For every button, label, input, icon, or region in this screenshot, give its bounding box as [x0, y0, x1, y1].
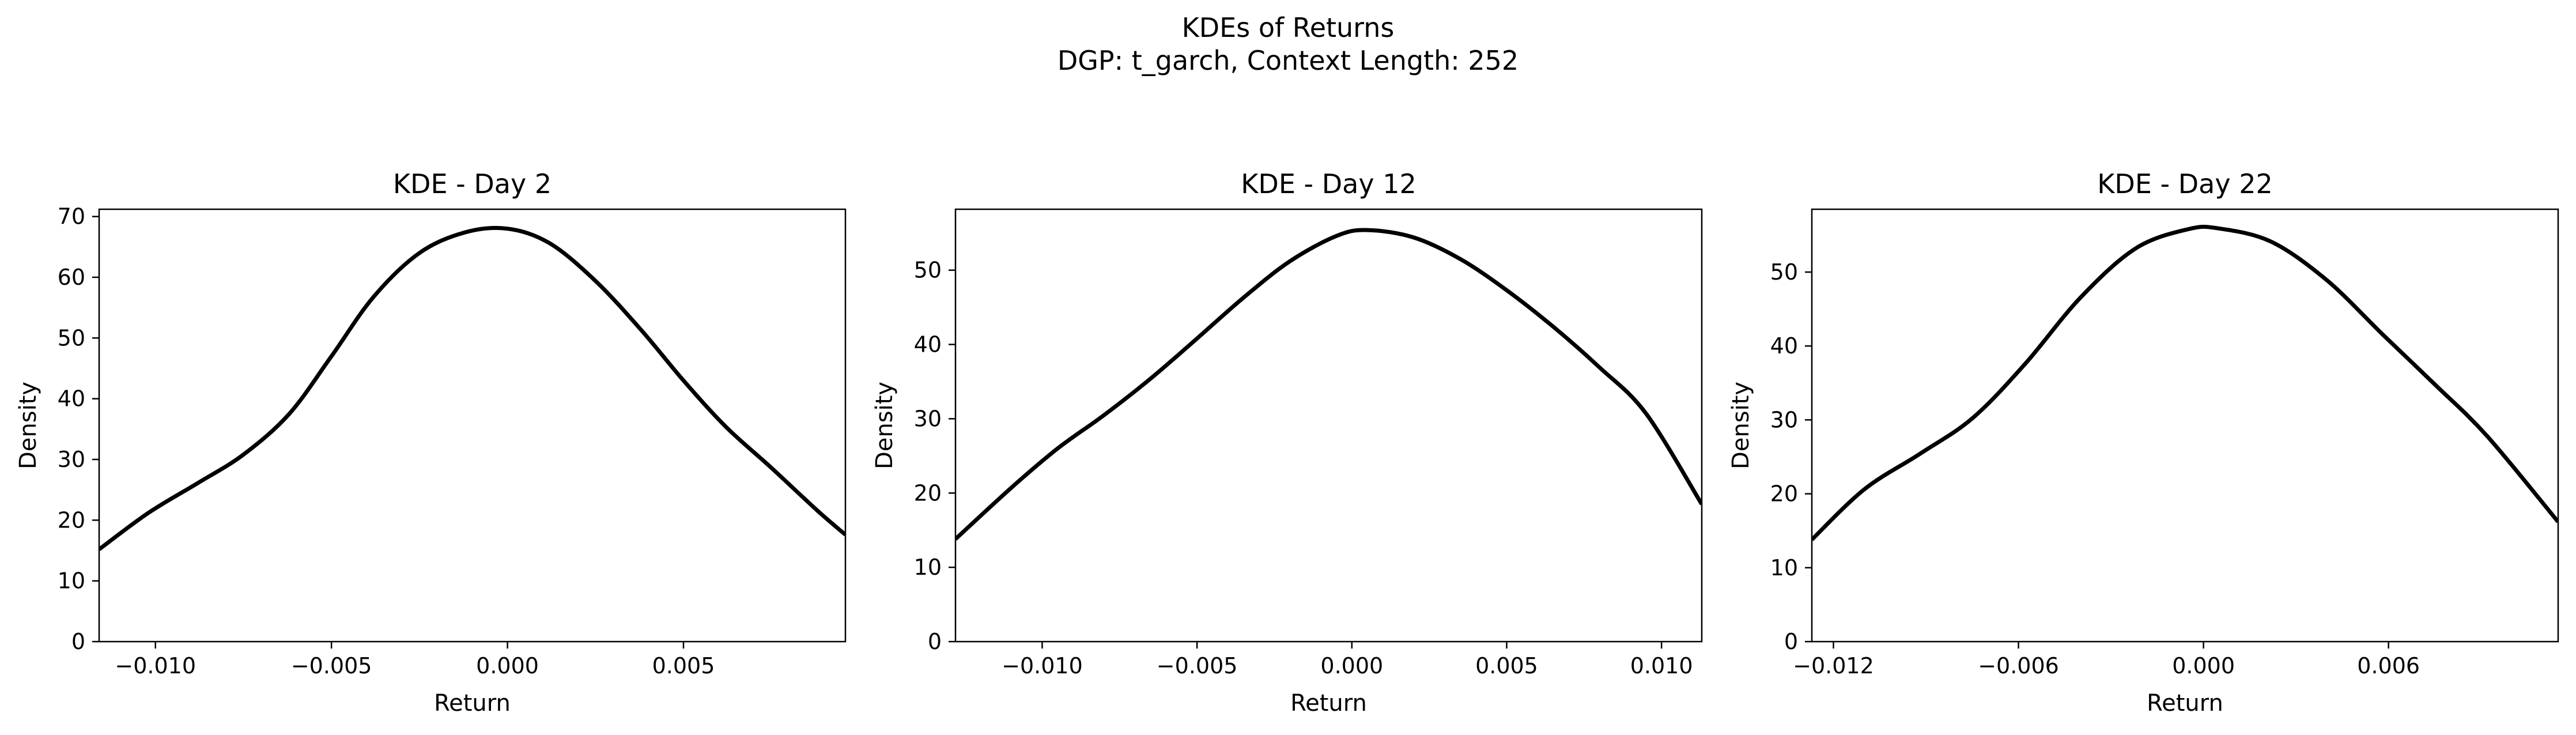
- x-tick-label: 0.000: [1320, 653, 1383, 679]
- x-tick-label: 0.000: [2172, 653, 2235, 679]
- panel-title: KDE - Day 2: [393, 168, 552, 199]
- y-tick-label: 0: [71, 629, 85, 654]
- y-tick-label: 60: [58, 265, 85, 290]
- y-tick-label: 40: [58, 386, 85, 412]
- x-tick-label: 0.005: [1475, 653, 1538, 679]
- x-tick-label: 0.006: [2357, 653, 2420, 679]
- panel-3: −0.012 −0.006 0.000 0.006 0 10 20 30 40 50 KDE - D…: [1728, 168, 2559, 717]
- y-axis-label: Density: [1728, 382, 1754, 469]
- figure-title: KDEs of Returns: [1182, 12, 1395, 43]
- axes-frame: [1811, 208, 2559, 643]
- kde-line-3: [1812, 224, 2558, 541]
- y-tick-label: 10: [58, 568, 85, 594]
- y-tick-label: 0: [1784, 629, 1798, 654]
- y-tick-label: 20: [58, 507, 85, 533]
- panel-1: −0.010 −0.005 0.000 0.005 0 10 20 30 40 50 60 70 KDE…: [15, 168, 847, 717]
- y-tick-label: 20: [914, 480, 942, 506]
- chart-panels: −0.010 −0.005 0.000 0.005 0 10 20 30 40 50 60 70 KDE…: [15, 168, 2559, 717]
- y-tick-label: 50: [914, 258, 942, 283]
- y-tick-label: 0: [928, 629, 942, 654]
- kde-line-2: [955, 228, 1702, 541]
- x-tick-label: 0.005: [652, 653, 715, 679]
- y-tick-label: 50: [1770, 259, 1798, 285]
- x-axis-label: Return: [1290, 690, 1367, 717]
- y-tick-label: 10: [1770, 555, 1798, 581]
- x-tick-label: −0.012: [1793, 653, 1874, 679]
- x-tick-label: −0.010: [115, 653, 196, 679]
- y-tick-label: 50: [58, 325, 85, 350]
- y-tick-label: 30: [58, 447, 85, 472]
- y-axis-label: Density: [15, 382, 41, 469]
- y-tick-label: 30: [1770, 407, 1798, 432]
- axes-frame: [954, 208, 1703, 643]
- x-tick-label: −0.006: [1978, 653, 2059, 679]
- panel-2: −0.010 −0.005 0.000 0.005 0.010 0 10 20 30 40 50 KD…: [871, 168, 1703, 717]
- figure-subtitle: DGP: t_garch, Context Length: 252: [1057, 45, 1519, 76]
- axes-frame: [98, 208, 847, 643]
- y-tick-label: 70: [58, 204, 85, 229]
- x-tick-label: 0.010: [1630, 653, 1693, 679]
- y-tick-label: 40: [914, 332, 942, 357]
- y-tick-label: 40: [1770, 333, 1798, 359]
- y-tick-label: 10: [914, 555, 942, 580]
- x-axis-label: Return: [2147, 690, 2223, 717]
- x-tick-label: −0.005: [291, 653, 372, 679]
- kde-line-1: [99, 225, 845, 551]
- x-tick-label: −0.010: [1002, 653, 1083, 679]
- panel-title: KDE - Day 22: [2097, 168, 2272, 199]
- y-tick-label: 30: [914, 406, 942, 431]
- panel-title: KDE - Day 12: [1241, 168, 1416, 199]
- y-tick-label: 20: [1770, 481, 1798, 507]
- x-axis-label: Return: [434, 690, 511, 717]
- x-tick-label: −0.005: [1157, 653, 1238, 679]
- y-axis-label: Density: [871, 382, 898, 469]
- x-tick-label: 0.000: [476, 653, 539, 679]
